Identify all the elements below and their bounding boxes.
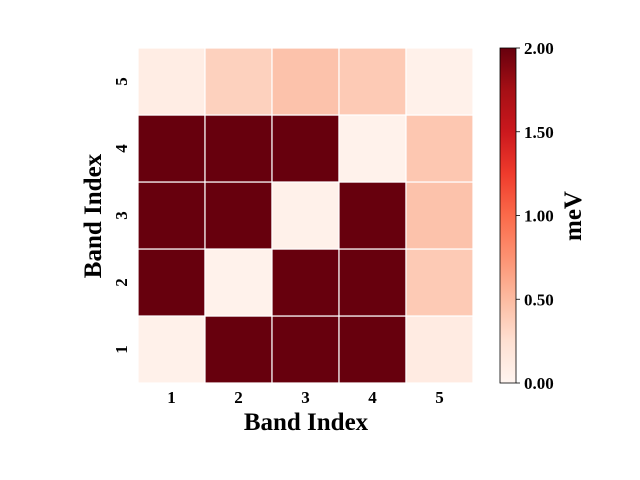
- heatmap-cell: [204, 47, 273, 116]
- colorbar-tick-label: 1.50: [524, 123, 554, 142]
- heatmap-cell: [204, 181, 273, 250]
- heatmap-cell: [338, 114, 407, 183]
- heatmap-cell: [338, 47, 407, 116]
- x-tick-label: 2: [234, 388, 243, 407]
- heatmap-cell: [271, 47, 340, 116]
- heatmap-cell: [405, 248, 474, 317]
- colorbar-tick-label: 0.50: [524, 290, 554, 309]
- heatmap-cell: [137, 47, 206, 116]
- x-tick-label: 1: [167, 388, 176, 407]
- heatmap-cell: [137, 315, 206, 384]
- colorbar: [499, 47, 517, 384]
- y-axis-label: Band Index: [80, 153, 107, 278]
- x-tick-labels: 1 2 3 4 5: [167, 388, 444, 407]
- heatmap-cell: [338, 315, 407, 384]
- heatmap-cell: [271, 181, 340, 250]
- heatmap-cell: [338, 181, 407, 250]
- colorbar-tick-label: 1.00: [524, 207, 554, 226]
- heatmap-cell: [204, 114, 273, 183]
- y-tick-label: 1: [112, 345, 131, 354]
- heatmap-cell: [271, 114, 340, 183]
- x-tick-label: 5: [435, 388, 444, 407]
- heatmap-cell: [405, 181, 474, 250]
- colorbar-label: meV: [560, 191, 587, 241]
- x-tick-label: 4: [368, 388, 377, 407]
- x-axis-label: Band Index: [244, 409, 369, 436]
- y-tick-label: 3: [112, 211, 131, 220]
- colorbar-tick-label: 0.00: [524, 374, 554, 393]
- y-tick-labels: 1 2 3 4 5: [112, 77, 131, 354]
- heatmap-cell: [405, 114, 474, 183]
- y-tick-label: 5: [112, 77, 131, 86]
- colorbar-ticks: 0.00 0.50 1.00 1.50 2.00: [516, 39, 554, 393]
- y-tick-label: 2: [112, 278, 131, 287]
- colorbar-tick-label: 2.00: [524, 39, 554, 58]
- heatmap-cell: [137, 181, 206, 250]
- heatmap-cell: [271, 248, 340, 317]
- heatmap-cells: [137, 47, 474, 384]
- x-tick-label: 3: [301, 388, 310, 407]
- heatmap-cell: [338, 248, 407, 317]
- y-tick-label: 4: [112, 144, 131, 153]
- heatmap-cell: [405, 47, 474, 116]
- heatmap-cell: [204, 315, 273, 384]
- heatmap-cell: [204, 248, 273, 317]
- heatmap-cell: [137, 248, 206, 317]
- heatmap-cell: [405, 315, 474, 384]
- heatmap-cell: [137, 114, 206, 183]
- heatmap-cell: [271, 315, 340, 384]
